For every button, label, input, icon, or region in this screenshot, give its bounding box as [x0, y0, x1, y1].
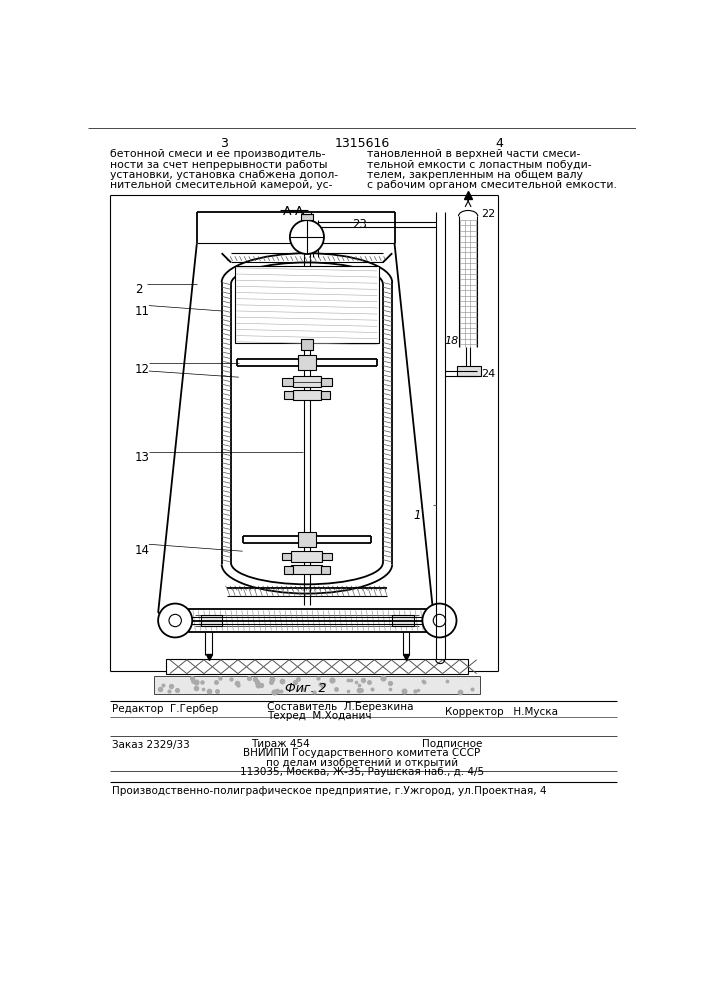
Bar	[392, 615, 414, 626]
Bar	[284, 391, 293, 399]
Text: 11: 11	[135, 305, 150, 318]
Text: 22: 22	[481, 209, 496, 219]
Text: 1315616: 1315616	[334, 137, 390, 150]
Bar	[284, 566, 293, 574]
Bar	[298, 355, 316, 370]
Text: ВНИИПИ Государственного комитета СССР: ВНИИПИ Государственного комитета СССР	[243, 748, 481, 758]
Bar	[298, 532, 316, 547]
Text: Производственно-полиграфическое предприятие, г.Ужгород, ул.Проектная, 4: Производственно-полиграфическое предприя…	[112, 786, 546, 796]
Bar	[282, 378, 293, 386]
Bar	[201, 615, 223, 626]
Bar	[321, 566, 330, 574]
Text: 14: 14	[135, 544, 150, 556]
Text: тельной емкости с лопастным побуди-: тельной емкости с лопастным побуди-	[368, 160, 592, 170]
Text: бетонной смеси и ее производитель-: бетонной смеси и ее производитель-	[110, 149, 325, 159]
Bar	[321, 391, 330, 399]
Text: по делам изобретений и открытий: по делам изобретений и открытий	[266, 758, 458, 768]
Circle shape	[158, 604, 192, 637]
Text: Редактор  Г.Гербер: Редактор Г.Гербер	[112, 704, 218, 714]
Text: А-А: А-А	[283, 205, 305, 218]
Circle shape	[422, 604, 457, 637]
Text: 18: 18	[445, 336, 459, 346]
Text: нительной смесительной камерой, ус-: нительной смесительной камерой, ус-	[110, 180, 332, 190]
Text: Корректор   Н.Муска: Корректор Н.Муска	[445, 707, 558, 717]
Text: Подписное: Подписное	[421, 739, 482, 749]
Bar	[321, 378, 332, 386]
Bar	[293, 376, 321, 387]
Text: 13: 13	[135, 451, 150, 464]
Circle shape	[433, 614, 445, 627]
Bar	[166, 659, 468, 674]
Circle shape	[290, 220, 324, 254]
Text: телем, закрепленным на общем валу: телем, закрепленным на общем валу	[368, 170, 583, 180]
Text: 4: 4	[495, 137, 503, 150]
Bar	[235, 266, 379, 343]
Text: Заказ 2329/33: Заказ 2329/33	[112, 740, 189, 750]
Bar	[322, 553, 332, 560]
Bar	[293, 390, 321, 400]
Bar	[300, 339, 313, 350]
Bar	[300, 214, 313, 220]
Bar	[189, 609, 426, 632]
Bar	[154, 676, 480, 694]
Text: 113035, Москва, Ж-35, Раушская наб., д. 4/5: 113035, Москва, Ж-35, Раушская наб., д. …	[240, 767, 484, 777]
Text: 12: 12	[135, 363, 150, 376]
Text: 1: 1	[414, 509, 421, 522]
Bar	[291, 565, 322, 574]
Text: Фиг. 2: Фиг. 2	[285, 682, 326, 695]
Text: 23: 23	[352, 218, 367, 231]
Text: ности за счет непрерывности работы: ности за счет непрерывности работы	[110, 160, 327, 170]
Bar	[291, 551, 322, 562]
Text: 24: 24	[481, 369, 496, 379]
Text: Тираж 454: Тираж 454	[251, 739, 310, 749]
Bar	[282, 553, 291, 560]
Text: установки, установка снабжена допол-: установки, установка снабжена допол-	[110, 170, 338, 180]
Text: 2: 2	[135, 283, 142, 296]
Text: Составитель  Л.Березкина: Составитель Л.Березкина	[267, 702, 413, 712]
Text: тановленной в верхней части смеси-: тановленной в верхней части смеси-	[368, 149, 580, 159]
Circle shape	[169, 614, 182, 627]
Text: 3: 3	[220, 137, 228, 150]
Text: с рабочим органом смесительной емкости.: с рабочим органом смесительной емкости.	[368, 180, 617, 190]
Bar	[457, 366, 481, 376]
Text: Техред  М.Ходанич: Техред М.Ходанич	[267, 711, 371, 721]
